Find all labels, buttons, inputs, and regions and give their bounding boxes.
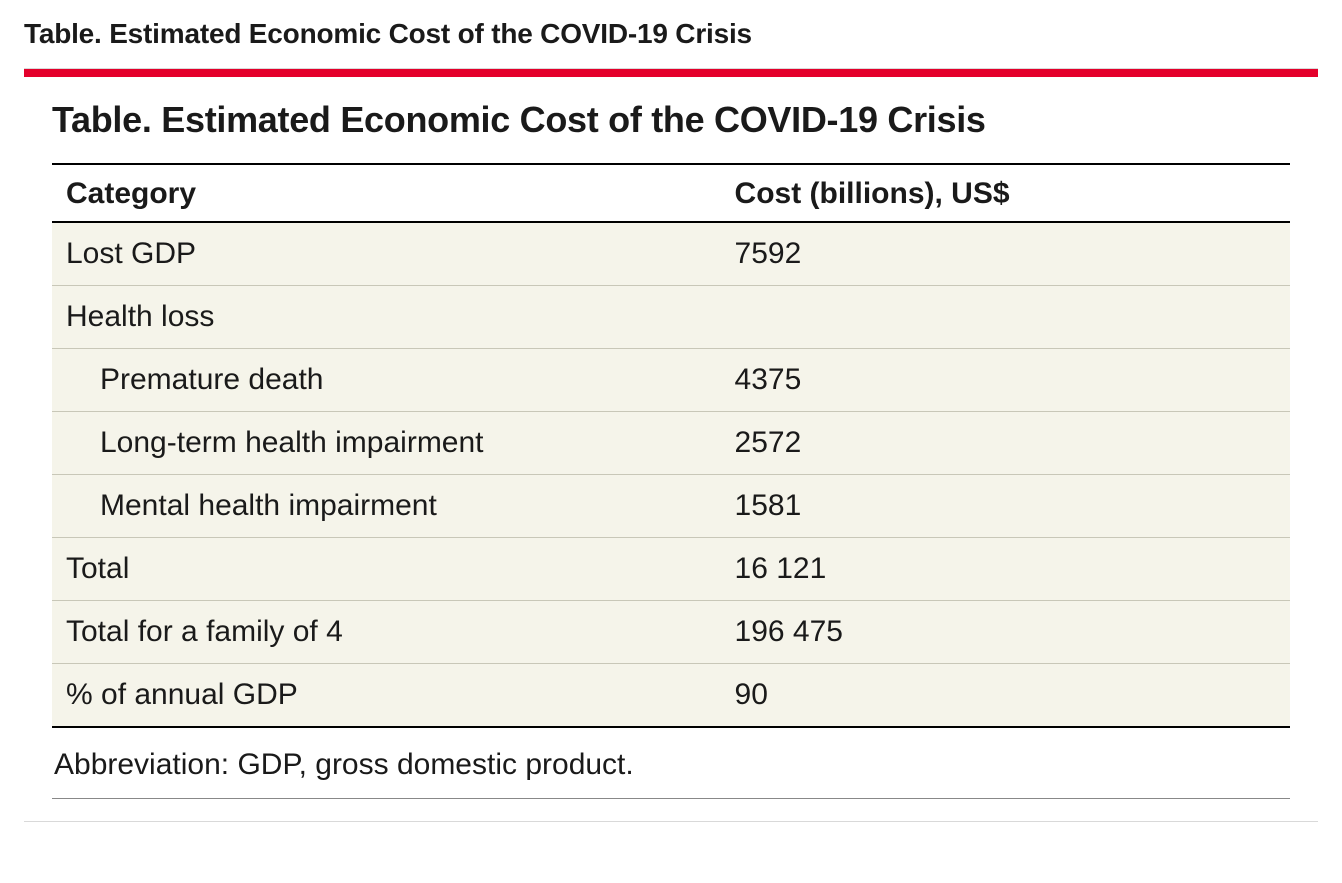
col-header-cost: Cost (billions), US$: [721, 164, 1290, 222]
cell-category: Mental health impairment: [52, 475, 721, 538]
table-inner: Table. Estimated Economic Cost of the CO…: [24, 77, 1318, 821]
accent-bar: [24, 69, 1318, 77]
cell-cost: 1581: [721, 475, 1290, 538]
page: Table. Estimated Economic Cost of the CO…: [0, 0, 1342, 883]
table-row: Long-term health impairment 2572: [52, 412, 1290, 475]
cell-category: Premature death: [52, 349, 721, 412]
table-header-row: Category Cost (billions), US$: [52, 164, 1290, 222]
table-row: Premature death 4375: [52, 349, 1290, 412]
table-footnote: Abbreviation: GDP, gross domestic produc…: [52, 728, 1290, 799]
table-row: Lost GDP 7592: [52, 222, 1290, 286]
cell-category: Total for a family of 4: [52, 601, 721, 664]
table-row: Mental health impairment 1581: [52, 475, 1290, 538]
table-row: Health loss: [52, 286, 1290, 349]
table-row: Total 16 121: [52, 538, 1290, 601]
table-row: Total for a family of 4 196 475: [52, 601, 1290, 664]
cell-cost: [721, 286, 1290, 349]
cell-category: % of annual GDP: [52, 664, 721, 728]
cell-cost: 196 475: [721, 601, 1290, 664]
cell-category: Health loss: [52, 286, 721, 349]
cell-category: Long-term health impairment: [52, 412, 721, 475]
col-header-category: Category: [52, 164, 721, 222]
cell-cost: 16 121: [721, 538, 1290, 601]
cell-cost: 90: [721, 664, 1290, 728]
cell-cost: 2572: [721, 412, 1290, 475]
cost-table: Category Cost (billions), US$ Lost GDP 7…: [52, 163, 1290, 728]
cell-category: Total: [52, 538, 721, 601]
cell-category: Lost GDP: [52, 222, 721, 286]
cell-cost: 4375: [721, 349, 1290, 412]
table-row: % of annual GDP 90: [52, 664, 1290, 728]
table-panel: Table. Estimated Economic Cost of the CO…: [24, 68, 1318, 822]
table-title: Table. Estimated Economic Cost of the CO…: [52, 99, 1290, 141]
cell-cost: 7592: [721, 222, 1290, 286]
figure-caption: Table. Estimated Economic Cost of the CO…: [24, 18, 1318, 50]
